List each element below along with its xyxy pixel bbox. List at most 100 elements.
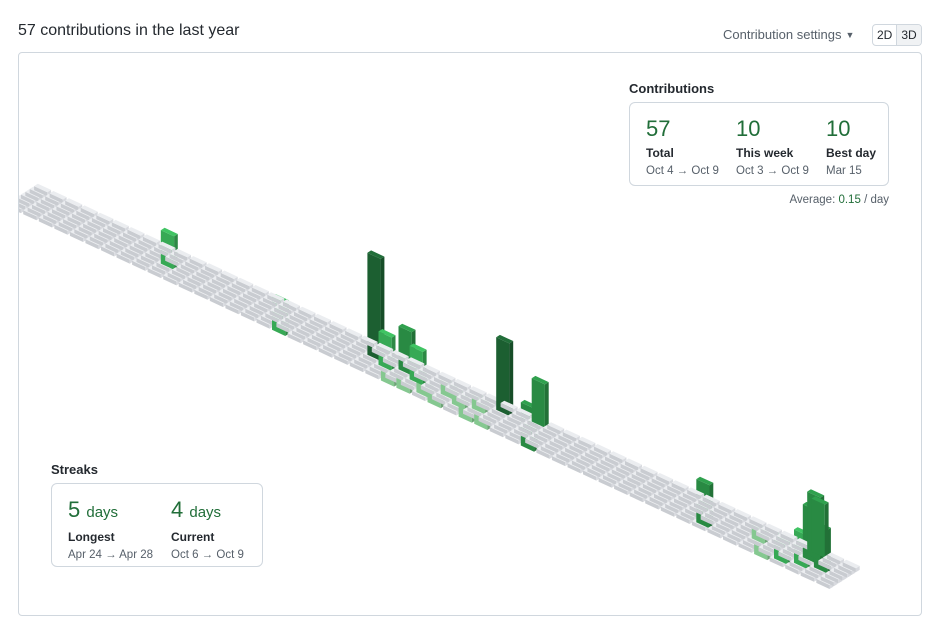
bar-front-face <box>620 463 634 474</box>
bar-front-face <box>489 427 503 438</box>
bar-top-face <box>205 263 223 272</box>
bar-front-face <box>780 533 794 544</box>
bar-front-face <box>500 403 514 414</box>
bar-front-face <box>149 249 163 260</box>
bar-front-face <box>78 226 92 237</box>
bar-front-face <box>76 210 90 221</box>
contribution-count-heading: 57 contributions in the last year <box>18 22 240 39</box>
bar-front-face <box>65 200 79 211</box>
bar-front-face <box>705 512 719 523</box>
bar-front-face <box>443 405 457 416</box>
bar-front-face <box>125 247 139 259</box>
contribution-settings-dropdown[interactable]: Contribution settings ▼ <box>723 27 854 42</box>
bar-front-face <box>218 291 232 302</box>
view-3d-button[interactable]: 3D <box>896 25 921 45</box>
bar-front-face <box>629 492 643 503</box>
view-2d-button[interactable]: 2D <box>877 28 893 42</box>
bar-front-face <box>369 366 383 377</box>
bar-front-face <box>238 295 252 306</box>
bar-front-face <box>45 196 59 207</box>
isometric-contribution-graph <box>19 183 860 589</box>
bar-front-face <box>627 476 641 487</box>
bar-front-face <box>649 496 663 507</box>
bar-front-face <box>565 447 579 458</box>
bar-top-face <box>127 227 145 236</box>
bar-front-face <box>19 208 21 214</box>
bar-front-face <box>56 206 70 217</box>
bar-front-face <box>645 499 659 510</box>
bar-front-face <box>394 368 408 379</box>
bar-front-face <box>453 381 468 392</box>
bar-front-face <box>405 378 419 389</box>
bar-top-face <box>578 436 596 446</box>
bar-top-face <box>702 494 720 504</box>
bar-front-face <box>140 255 155 266</box>
contribution-graph-panel: Contributions 57 Total Oct 4 → Oct 9 10 … <box>18 52 922 616</box>
bar-front-face <box>798 556 812 567</box>
bar-front-face <box>265 313 279 324</box>
bar-front-face <box>745 521 759 532</box>
bar-front-face <box>101 246 115 257</box>
bar-front-face <box>172 269 186 280</box>
bar-front-face <box>278 304 292 315</box>
bar-front-face <box>667 485 681 496</box>
bar-front-face <box>491 408 505 419</box>
bar-front-face <box>551 456 566 467</box>
bar-front-face <box>105 243 119 254</box>
bar-front-face <box>538 430 552 441</box>
bar-front-face <box>738 542 752 553</box>
streaks-title: Streaks <box>51 462 98 477</box>
bar-top-face <box>398 323 416 333</box>
bar-front-face <box>596 462 610 473</box>
bar-top-face <box>65 198 83 207</box>
bar-front-face <box>231 282 246 294</box>
bar-front-face <box>789 561 803 572</box>
bar-front-face <box>723 535 737 546</box>
bar-front-face <box>169 254 183 265</box>
bar-front-face <box>764 525 779 537</box>
bar-front-face <box>343 349 357 360</box>
bar-front-face <box>83 223 97 234</box>
streaks-card: 5 days Longest Apr 24 → Apr 28 4 days Cu… <box>51 483 263 567</box>
bar-front-face <box>251 287 265 298</box>
bar-front-face <box>138 239 152 250</box>
bar-front-face <box>347 346 361 357</box>
bar-front-face <box>796 540 810 551</box>
bar-front-face <box>587 467 601 478</box>
bar-front-face <box>109 240 123 251</box>
bar-front-face <box>316 331 330 342</box>
bar-front-face <box>545 443 559 454</box>
bar-front-face <box>296 327 310 338</box>
bar-front-face <box>52 209 66 220</box>
bar-top-face <box>189 256 207 265</box>
bar-front-face <box>94 233 108 244</box>
bar-front-face <box>729 514 743 525</box>
bar-front-face <box>98 230 112 241</box>
bar-front-face <box>203 284 217 295</box>
bar-front-face <box>258 300 272 311</box>
bar-front-face <box>267 294 281 305</box>
bar-front-face <box>311 334 326 345</box>
bar-top-face <box>531 375 549 385</box>
bar-front-face <box>371 348 385 359</box>
bar-top-face <box>625 458 642 467</box>
bar-front-face <box>811 498 825 558</box>
bar-front-face <box>494 424 508 435</box>
bar-top-face <box>376 342 394 352</box>
bar-top-face <box>236 277 254 287</box>
bar-front-face <box>262 297 277 308</box>
bar-front-face <box>358 356 372 367</box>
bar-front-face <box>412 390 426 402</box>
bar-front-face <box>460 394 474 405</box>
bar-front-face <box>287 333 301 344</box>
bar-top-face <box>314 313 331 323</box>
bar-front-face <box>340 333 354 344</box>
bar-front-face <box>707 528 721 539</box>
bar-front-face <box>349 362 363 373</box>
total-range: Oct 4 → Oct 9 <box>646 165 719 177</box>
best-day-label: Best day <box>826 146 877 160</box>
bar-front-face <box>654 493 668 504</box>
bar-front-face <box>23 210 37 221</box>
bar-front-face <box>547 424 561 435</box>
bar-front-face <box>680 511 694 522</box>
